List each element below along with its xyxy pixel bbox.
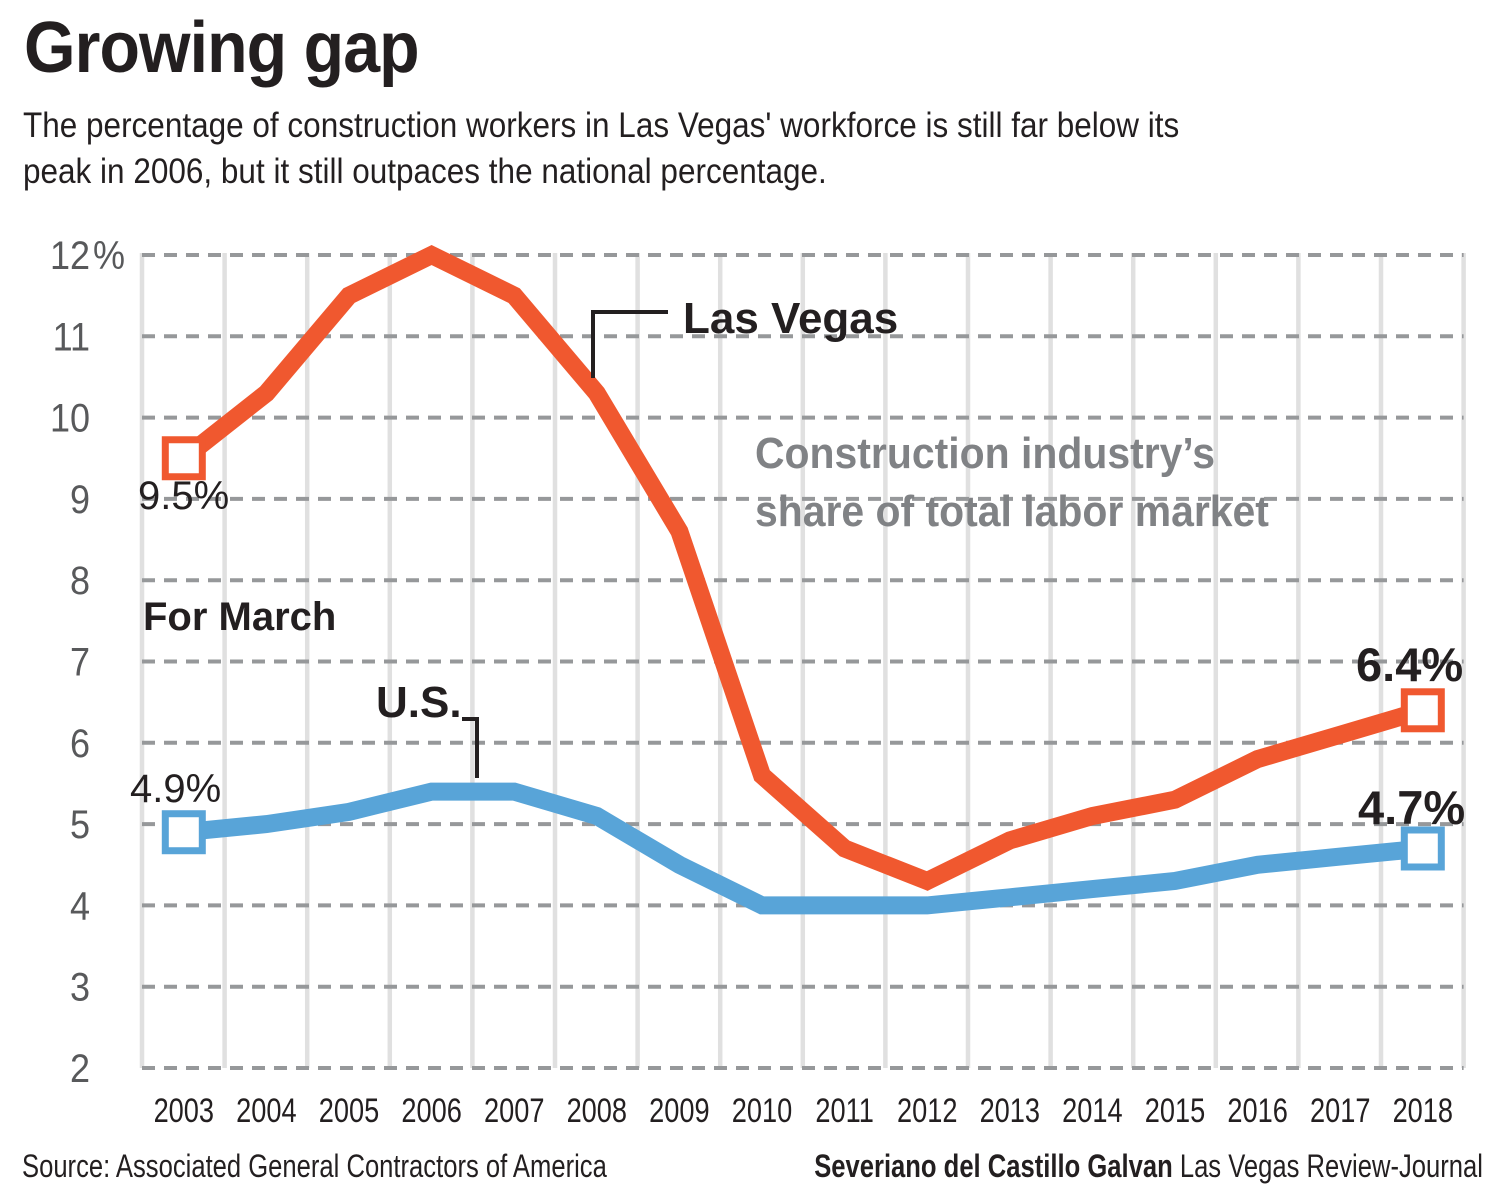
y-tick-label: 7: [70, 641, 90, 685]
data-point-marker: [161, 436, 206, 481]
x-tick-label: 2016: [1227, 1091, 1287, 1130]
data-point-marker: [161, 810, 206, 855]
subtitle-line-2: peak in 2006, but it still outpaces the …: [23, 152, 827, 191]
y-tick-label: 3: [70, 966, 90, 1010]
series-layer: [161, 244, 1445, 915]
las-vegas-series-label: Las Vegas: [683, 294, 899, 343]
x-tick-label: 2013: [980, 1091, 1040, 1130]
series-line-u-s-: [182, 782, 1424, 915]
x-tick-label: 2017: [1310, 1091, 1370, 1130]
x-tick-label: 2011: [815, 1091, 873, 1130]
y-tick-label: 11: [53, 316, 90, 360]
context-annotation-line-1: Construction industry’s: [755, 429, 1216, 478]
x-tick-label: 2008: [567, 1091, 627, 1130]
y-tick-label: 5: [70, 803, 90, 847]
us-series-label: U.S.: [376, 678, 462, 727]
y-tick-label: 9: [70, 478, 90, 522]
x-tick-label: 2003: [154, 1091, 214, 1130]
tick-layer: 2003 2004 2005 2006 2007 2008 2009 2010 2011 2012…: [50, 234, 1453, 1129]
x-tick-label: 2015: [1145, 1091, 1205, 1130]
x-tick-label: 2006: [401, 1091, 461, 1130]
for-march-note: For March: [143, 595, 337, 639]
x-tick-label: 2004: [236, 1091, 296, 1130]
y-tick-percent-sign: %: [93, 234, 125, 278]
grid-layer: [139, 253, 1466, 1070]
x-tick-label: 2010: [732, 1091, 792, 1130]
series-line-las-vegas: [178, 244, 1426, 891]
lv-start-value-label: 9.5%: [138, 474, 230, 518]
byline-publication: Las Vegas Review-Journal: [1179, 1148, 1483, 1184]
y-tick-label: 4: [70, 885, 90, 929]
las-vegas-callout-line: [591, 310, 668, 378]
y-tick-label: 2: [70, 1047, 90, 1091]
byline: Severiano del Castillo Galvan Las Vegas …: [814, 1150, 1483, 1182]
callout-layer: [462, 310, 668, 778]
x-tick-label: 2005: [319, 1091, 379, 1130]
context-annotation: Construction industry’s share of total l…: [755, 425, 1269, 541]
us-end-value-label: 4.7%: [1358, 781, 1466, 834]
us-start-value-label: 4.9%: [130, 767, 222, 811]
source-line: Source: Associated General Contractors o…: [22, 1148, 607, 1184]
x-tick-label: 2007: [484, 1091, 544, 1130]
x-tick-label: 2018: [1393, 1091, 1453, 1130]
y-tick-label: 8: [70, 560, 90, 604]
lv-end-value-label: 6.4%: [1356, 638, 1464, 691]
subtitle-line-1: The percentage of construction workers i…: [23, 106, 1180, 145]
us-callout-line: [462, 717, 479, 778]
y-tick-label: 12: [50, 234, 90, 278]
x-tick-label: 2009: [649, 1091, 709, 1130]
data-point-marker: [1400, 826, 1445, 871]
x-tick-label: 2012: [897, 1091, 957, 1130]
byline-author: Severiano del Castillo Galvan: [814, 1148, 1173, 1184]
y-tick-label: 10: [50, 397, 90, 441]
page-title: Growing gap: [24, 8, 420, 88]
data-point-marker: [1400, 688, 1445, 733]
x-tick-label: 2014: [1062, 1091, 1122, 1130]
y-tick-label: 6: [70, 722, 90, 766]
context-annotation-line-2: share of total labor market: [755, 487, 1269, 536]
subtitle: The percentage of construction workers i…: [23, 103, 1179, 195]
